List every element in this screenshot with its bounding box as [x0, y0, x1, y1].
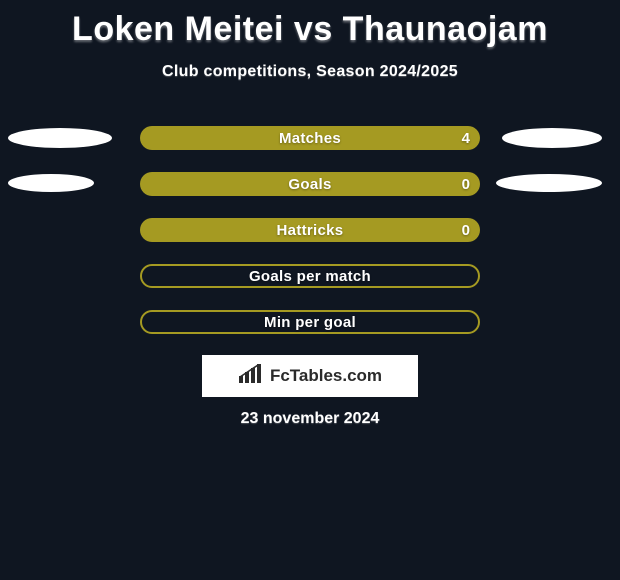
stat-value: 0 — [462, 176, 470, 193]
stat-label: Matches — [279, 130, 341, 147]
left-ellipse — [8, 174, 94, 192]
right-ellipse — [496, 174, 602, 192]
stat-label: Goals — [288, 176, 331, 193]
stat-row: Goals per match — [0, 264, 620, 288]
date-text: 23 november 2024 — [0, 410, 620, 428]
stat-row: Goals 0 — [0, 172, 620, 196]
stat-bar: Min per goal — [140, 310, 480, 334]
stat-row: Hattricks 0 — [0, 218, 620, 242]
stat-row: Matches 4 — [0, 126, 620, 150]
right-ellipse — [502, 128, 602, 148]
stat-value: 4 — [462, 130, 470, 147]
stat-label: Hattricks — [277, 222, 344, 239]
logo-box[interactable]: FcTables.com — [202, 355, 418, 397]
stat-bar: Matches 4 — [140, 126, 480, 150]
bars-icon — [238, 364, 264, 389]
stat-bar: Goals per match — [140, 264, 480, 288]
stat-row: Min per goal — [0, 310, 620, 334]
stat-rows: Matches 4 Goals 0 Hattricks 0 Goals per match M… — [0, 126, 620, 356]
stat-bar: Hattricks 0 — [140, 218, 480, 242]
stat-value: 0 — [462, 222, 470, 239]
subtitle: Club competitions, Season 2024/2025 — [0, 63, 620, 81]
stat-bar: Goals 0 — [140, 172, 480, 196]
page-title: Loken Meitei vs Thaunaojam — [0, 0, 620, 49]
stat-label: Min per goal — [264, 314, 356, 331]
comparison-card: Loken Meitei vs Thaunaojam Club competit… — [0, 0, 620, 580]
stat-label: Goals per match — [249, 268, 371, 285]
logo-text: FcTables.com — [270, 366, 382, 386]
left-ellipse — [8, 128, 112, 148]
